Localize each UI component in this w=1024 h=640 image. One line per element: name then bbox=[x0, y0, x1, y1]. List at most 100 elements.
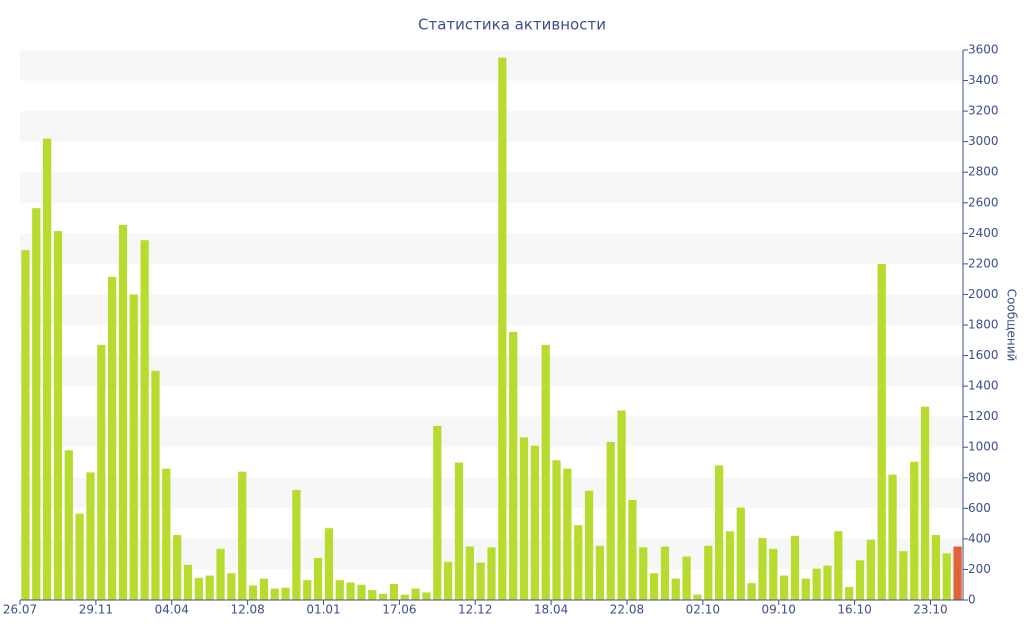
grid-band bbox=[20, 294, 963, 325]
bar bbox=[454, 462, 464, 600]
bar bbox=[649, 573, 659, 600]
x-tick-label: 26.07 bbox=[3, 603, 37, 617]
bar bbox=[64, 450, 73, 600]
bar bbox=[444, 561, 453, 600]
y-tick-label: 200 bbox=[968, 562, 991, 576]
bar bbox=[942, 553, 951, 600]
bar bbox=[324, 528, 334, 600]
bar bbox=[194, 577, 203, 600]
bar bbox=[606, 441, 615, 600]
bar bbox=[877, 263, 886, 600]
bar bbox=[238, 471, 247, 600]
bar bbox=[595, 545, 605, 600]
bar bbox=[704, 545, 713, 600]
y-tick-label: 3000 bbox=[968, 134, 999, 148]
x-tick-label: 04.04 bbox=[155, 603, 189, 617]
bar bbox=[368, 590, 377, 600]
bar bbox=[173, 535, 182, 600]
chart-title: Статистика активности bbox=[418, 16, 606, 34]
x-tick-label: 17.06 bbox=[382, 603, 416, 617]
bar bbox=[346, 582, 355, 600]
x-tick-label: 18.04 bbox=[534, 603, 568, 617]
bar bbox=[780, 575, 789, 600]
bar bbox=[812, 568, 821, 600]
bar bbox=[292, 490, 301, 600]
bar bbox=[433, 425, 442, 600]
y-tick-label: 0 bbox=[968, 593, 976, 607]
bar bbox=[162, 468, 171, 600]
bar bbox=[422, 592, 431, 600]
y-tick-label: 3600 bbox=[968, 43, 999, 57]
bar bbox=[541, 344, 550, 600]
y-tick-label: 1800 bbox=[968, 318, 999, 332]
bar bbox=[574, 525, 583, 600]
y-tick-label: 1000 bbox=[968, 440, 999, 454]
bar bbox=[476, 562, 485, 600]
bar bbox=[845, 587, 854, 600]
bar bbox=[487, 547, 496, 600]
grid-band bbox=[20, 233, 963, 264]
bar bbox=[823, 565, 832, 600]
bar bbox=[682, 556, 691, 600]
bar bbox=[888, 474, 897, 600]
bar bbox=[335, 580, 344, 600]
bar bbox=[270, 588, 279, 600]
bar bbox=[736, 507, 745, 600]
bar bbox=[660, 546, 670, 600]
bar bbox=[42, 138, 52, 600]
y-tick-label: 3400 bbox=[968, 73, 999, 87]
bar bbox=[53, 231, 63, 600]
bar bbox=[519, 437, 529, 600]
y-tick-label: 3200 bbox=[968, 104, 999, 118]
bar bbox=[758, 538, 767, 600]
bar bbox=[866, 539, 875, 600]
bar bbox=[303, 580, 312, 600]
bar bbox=[140, 240, 149, 601]
bar bbox=[248, 585, 258, 600]
bar bbox=[389, 583, 399, 600]
bar bbox=[400, 594, 409, 600]
y-tick-label: 600 bbox=[968, 501, 991, 515]
bar bbox=[747, 583, 756, 600]
grid-band bbox=[20, 416, 963, 448]
grid-band bbox=[20, 355, 963, 387]
bar bbox=[281, 587, 290, 600]
bar bbox=[21, 250, 30, 600]
y-tick-label: 800 bbox=[968, 470, 991, 484]
bar bbox=[931, 535, 941, 600]
bar bbox=[227, 573, 236, 600]
x-tick-label: 23.10 bbox=[913, 603, 947, 617]
bar bbox=[205, 575, 214, 600]
bar bbox=[313, 557, 323, 600]
bar bbox=[834, 531, 843, 600]
y-tick-label: 2200 bbox=[968, 256, 999, 270]
y-axis-label: Сообщений bbox=[1005, 289, 1019, 362]
bar bbox=[855, 560, 865, 600]
grid-band bbox=[20, 50, 963, 81]
bar bbox=[899, 551, 908, 600]
bar bbox=[357, 584, 366, 600]
grid-band bbox=[20, 111, 963, 142]
bar bbox=[584, 490, 594, 600]
bar bbox=[693, 594, 702, 600]
y-tick-label: 1200 bbox=[968, 409, 999, 423]
bar bbox=[118, 224, 128, 601]
y-tick-label: 2600 bbox=[968, 195, 999, 209]
bar bbox=[259, 578, 268, 600]
bar bbox=[86, 472, 95, 600]
grid-band bbox=[20, 172, 963, 203]
bar bbox=[75, 513, 84, 600]
y-tick-label: 2400 bbox=[968, 226, 999, 240]
bar bbox=[563, 468, 572, 600]
x-tick-label: 12.08 bbox=[230, 603, 264, 617]
bar bbox=[920, 406, 930, 600]
y-tick-label: 400 bbox=[968, 531, 991, 545]
y-tick-label: 2000 bbox=[968, 287, 999, 301]
bar bbox=[552, 460, 561, 600]
bar bbox=[378, 593, 388, 600]
bar bbox=[183, 564, 193, 600]
grid-band bbox=[20, 477, 963, 509]
bar bbox=[910, 461, 919, 600]
bar bbox=[769, 548, 778, 600]
